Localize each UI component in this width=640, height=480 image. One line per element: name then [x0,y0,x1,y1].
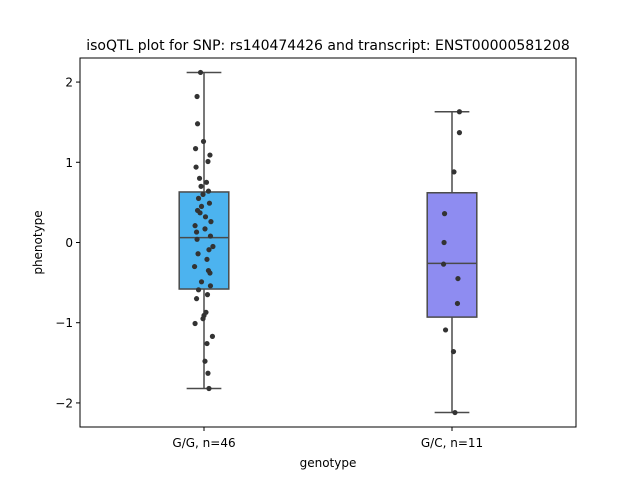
data-point [191,263,198,270]
y-axis-label: phenotype [31,210,45,274]
box-group [178,69,230,392]
data-point [193,164,199,170]
data-point [204,256,210,262]
data-point [194,236,200,242]
data-point [210,243,216,250]
data-point [207,152,213,158]
data-point [200,138,207,145]
data-point [206,385,212,392]
data-point [442,327,449,333]
data-point [209,333,216,339]
data-point [455,275,461,282]
data-point [451,169,457,175]
data-point [204,292,211,298]
data-point [193,229,200,235]
data-point [454,300,461,307]
boxes [178,69,478,416]
y-tick-label: −2 [55,396,73,410]
box-group [426,109,478,416]
data-point [440,261,447,267]
chart-title: isoQTL plot for SNP: rs140474426 and tra… [86,38,570,54]
data-point [192,146,199,152]
data-point [198,183,204,189]
data-point [195,287,202,293]
data-point [197,69,204,76]
data-point [202,226,208,232]
data-point [204,340,210,347]
data-point [456,130,463,136]
data-point [195,195,202,201]
y-tick-label: 1 [65,156,73,170]
data-point [202,214,209,220]
box-iqr [426,192,478,318]
y-tick-label: 0 [65,236,73,250]
data-point [198,279,205,285]
data-point [192,320,198,327]
data-point [207,283,214,289]
data-point [205,370,211,376]
box-iqr [178,191,230,290]
y-tick-label: −1 [55,316,73,330]
x-axis-label: genotype [300,456,357,470]
data-point [202,358,208,364]
data-point [206,200,213,206]
data-point [205,158,211,165]
data-point [441,239,447,246]
data-point [452,409,458,416]
data-point [208,219,214,225]
data-point [194,121,201,127]
data-point [441,211,448,217]
data-point [200,191,206,197]
data-point [207,233,214,239]
data-point [203,179,210,185]
x-tick-label: G/G, n=46 [172,436,235,450]
data-point [206,247,212,253]
data-point [192,223,198,229]
data-point [207,270,213,276]
data-point [195,251,201,257]
data-point [205,188,212,194]
data-point [196,175,203,181]
data-point [194,93,200,100]
data-point [197,210,203,216]
x-tick-label: G/C, n=11 [421,436,483,450]
data-point [456,109,463,115]
plot-area [79,57,577,428]
y-tick-label: 2 [65,76,73,90]
y-axis: −2 −1 0 1 2 [55,76,80,410]
x-axis: G/G, n=46 G/C, n=11 [172,427,483,450]
data-point [193,296,200,302]
data-point [200,316,206,322]
data-point [450,348,457,355]
data-point [198,203,205,210]
